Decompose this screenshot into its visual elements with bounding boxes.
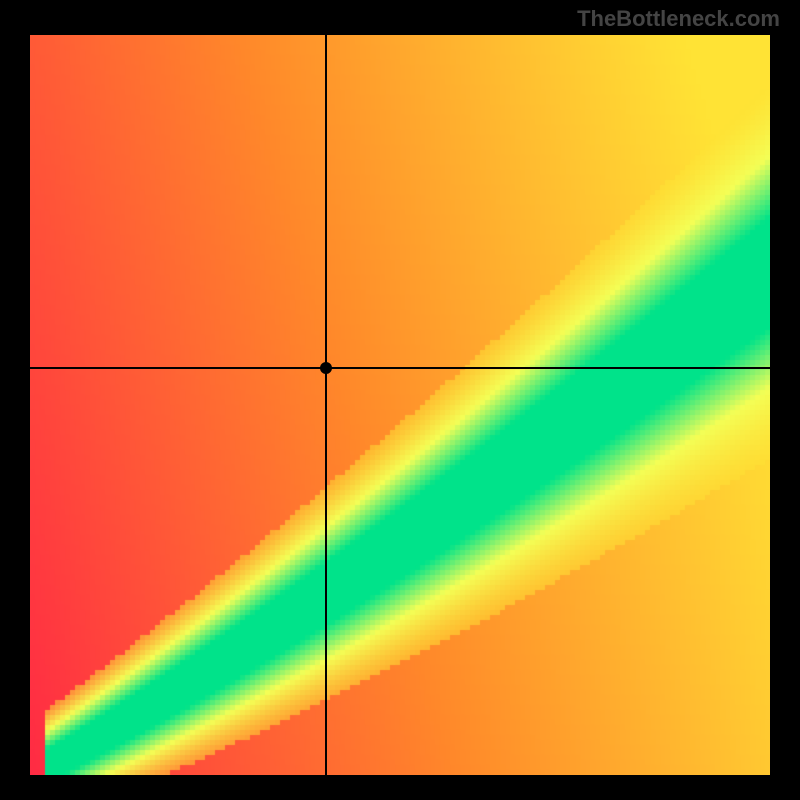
crosshair-horizontal-line xyxy=(30,367,770,369)
chart-container: TheBottleneck.com xyxy=(0,0,800,800)
heatmap-canvas xyxy=(30,35,770,775)
watermark-text: TheBottleneck.com xyxy=(577,6,780,32)
crosshair-marker-dot xyxy=(320,362,332,374)
crosshair-vertical-line xyxy=(325,35,327,775)
